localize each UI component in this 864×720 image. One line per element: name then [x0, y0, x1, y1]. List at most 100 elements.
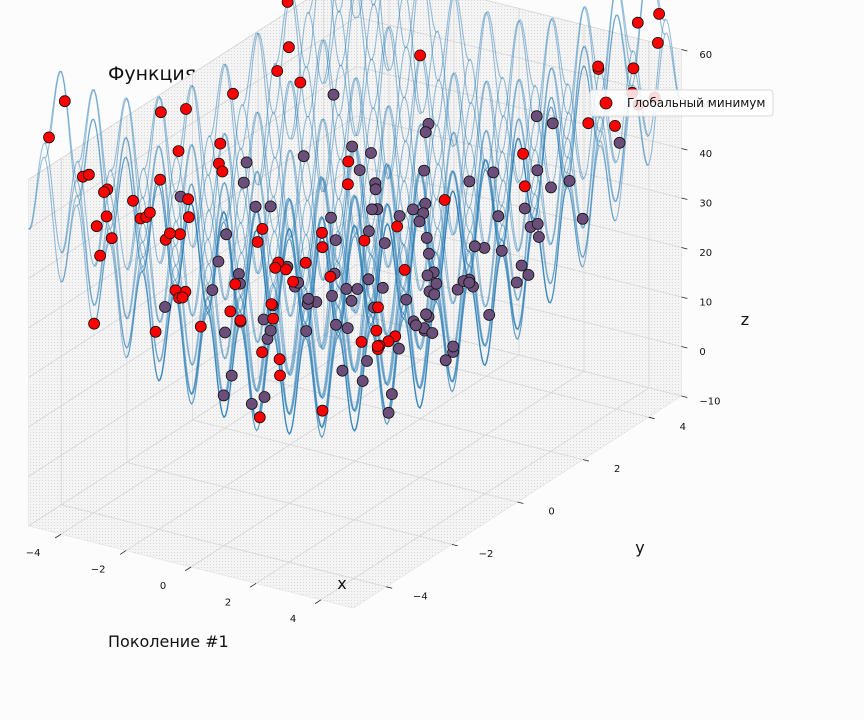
population-point: [229, 278, 242, 291]
z-axis-label: z: [741, 310, 749, 329]
population-point: [297, 150, 310, 163]
surface-line: [239, 17, 569, 338]
population-point: [361, 355, 373, 367]
population-point: [143, 206, 156, 219]
surface-line: [158, 102, 487, 422]
x-tick: [184, 566, 192, 572]
z-tick-label: −10: [699, 397, 720, 408]
population-point: [392, 342, 405, 355]
population-point: [273, 353, 286, 366]
population-point: [83, 168, 95, 181]
population-point: [316, 226, 328, 239]
population-point: [237, 176, 250, 189]
population-point: [576, 212, 589, 225]
population-point: [463, 276, 476, 289]
x-tick: [314, 599, 322, 604]
surface-line: [225, 148, 551, 390]
legend-marker: [599, 96, 613, 110]
population-point: [592, 60, 604, 73]
population-point: [264, 324, 277, 337]
population-point: [227, 87, 239, 100]
population-point: [371, 340, 384, 353]
population-point: [340, 282, 353, 295]
population-point: [609, 120, 621, 132]
population-point: [522, 268, 535, 281]
surface-line: [190, 115, 520, 436]
surface-line: [61, 180, 387, 422]
population-point: [240, 156, 253, 169]
x-tick-label: 4: [290, 614, 296, 625]
z-tick-label: 30: [699, 199, 712, 210]
population-point: [356, 375, 369, 387]
population-point: [409, 319, 422, 332]
population-point: [324, 270, 337, 283]
z-tick-label: 20: [699, 248, 712, 259]
surface-line: [288, 95, 617, 416]
surface-line: [356, 0, 682, 187]
population-point: [419, 126, 432, 139]
population-point: [613, 136, 626, 149]
population-point: [393, 210, 406, 222]
population-point: [518, 180, 531, 193]
population-point: [172, 145, 185, 158]
population-point: [487, 166, 500, 179]
population-point: [88, 317, 100, 330]
population-point: [299, 256, 312, 269]
legend-label: Глобальный минимум: [627, 96, 765, 110]
population-point: [245, 397, 258, 410]
population-point: [249, 200, 262, 213]
surface-line: [208, 63, 535, 305]
population-point: [330, 318, 342, 331]
z-tick-label: 10: [699, 298, 712, 309]
population-point: [422, 247, 435, 260]
x-tick-label: 2: [225, 597, 231, 608]
population-point: [372, 301, 384, 314]
population-point: [631, 16, 644, 29]
population-point: [154, 173, 167, 186]
population-point: [653, 7, 665, 20]
z-tick-label: 40: [699, 149, 712, 160]
population-point: [414, 49, 427, 62]
grid-line-z: [28, 115, 682, 329]
x-tick-label: −4: [26, 548, 41, 559]
x-tick: [54, 533, 62, 539]
population-point: [345, 294, 358, 307]
population-point: [264, 200, 277, 213]
population-point: [224, 305, 237, 318]
population-point: [267, 312, 280, 325]
y-tick: [517, 501, 524, 504]
population-point: [428, 288, 441, 301]
z-tick: [681, 197, 688, 200]
population-point: [510, 276, 523, 289]
population-point: [530, 110, 543, 123]
population-point: [194, 320, 207, 333]
population-point: [346, 140, 359, 153]
legend: Глобальный минимум: [589, 89, 774, 117]
population-point: [420, 231, 433, 244]
z-tick: [681, 296, 688, 299]
population-point: [206, 284, 219, 297]
y-tick: [451, 544, 458, 547]
population-point: [98, 186, 110, 199]
surface-line: [44, 0, 344, 199]
population-point: [391, 220, 404, 233]
population-point: [370, 324, 383, 337]
population-point: [421, 269, 434, 282]
population-point: [174, 228, 186, 241]
population-point: [365, 147, 377, 159]
population-point: [105, 232, 118, 245]
z-tick: [681, 148, 688, 151]
population-points: [43, 0, 665, 424]
population-point: [463, 175, 476, 188]
population-point: [378, 237, 391, 250]
population-point: [517, 147, 529, 160]
population-point: [232, 268, 245, 280]
population-point: [385, 388, 398, 401]
population-point: [418, 164, 431, 177]
population-point: [336, 364, 349, 377]
population-point: [225, 369, 238, 382]
grid-line-z: [28, 313, 682, 527]
population-point: [382, 406, 395, 419]
population-point: [287, 275, 300, 288]
